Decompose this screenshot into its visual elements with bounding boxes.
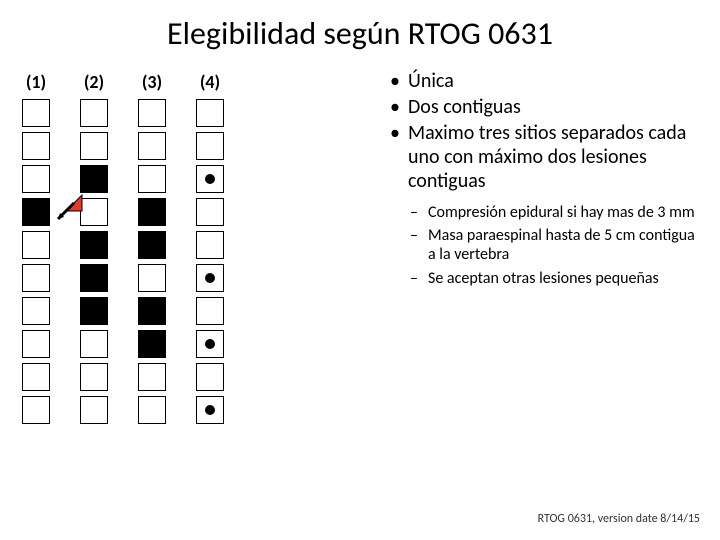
spine-cell (22, 264, 50, 292)
spine-cell (22, 297, 50, 325)
bullet-item: Única (384, 69, 700, 93)
spine-cell (80, 198, 108, 226)
spine-cell (138, 330, 166, 358)
spine-column: (4) (196, 71, 224, 429)
spine-cell (196, 132, 224, 160)
spine-cell (80, 165, 108, 193)
footer-text: RTOG 0631, version date 8/14/15 (538, 512, 700, 526)
spine-cell (138, 165, 166, 193)
spine-cell (80, 297, 108, 325)
spine-cell (80, 264, 108, 292)
page-title: Elegibilidad según RTOG 0631 (0, 0, 720, 63)
spine-cell (196, 231, 224, 259)
spine-cell (80, 330, 108, 358)
spine-cell (196, 165, 224, 193)
sub-bullet-item: Compresión epidural si hay mas de 3 mm (384, 203, 700, 222)
spine-cell (22, 132, 50, 160)
spine-cell (138, 99, 166, 127)
spine-cell (138, 363, 166, 391)
spine-column: (3) (138, 71, 166, 429)
spine-cell (138, 396, 166, 424)
spine-cell (138, 231, 166, 259)
column-label: (4) (200, 71, 220, 93)
spine-cell (22, 165, 50, 193)
spine-cell (80, 363, 108, 391)
spine-cell (22, 231, 50, 259)
spine-cell (138, 198, 166, 226)
spine-cell (80, 99, 108, 127)
text-area: Única Dos contiguas Maximo tres sitios s… (380, 63, 700, 429)
spine-column: (2) (80, 71, 108, 429)
spine-cell (196, 99, 224, 127)
spine-cell (196, 330, 224, 358)
spine-column: (1) (22, 71, 50, 429)
spine-cell (138, 297, 166, 325)
spine-cell (22, 198, 50, 226)
diagram-area: (1) (2) (3) (4) (20, 63, 380, 429)
column-label: (2) (84, 71, 104, 93)
content-row: (1) (2) (3) (4) Única Dos contiguas Maximo … (0, 63, 720, 429)
column-label: (3) (142, 71, 162, 93)
spine-cell (22, 363, 50, 391)
spine-cell (80, 396, 108, 424)
spine-cell (196, 297, 224, 325)
spine-cell (196, 198, 224, 226)
bullet-list: Única Dos contiguas Maximo tres sitios s… (384, 69, 700, 193)
spine-cell (22, 99, 50, 127)
spine-cell (196, 363, 224, 391)
spine-cell (22, 396, 50, 424)
spine-cell (196, 396, 224, 424)
spine-cell (80, 231, 108, 259)
sub-bullet-item: Masa paraespinal hasta de 5 cm contigua … (384, 226, 700, 264)
bullet-item: Dos contiguas (384, 95, 700, 119)
bullet-item: Maximo tres sitios separados cada uno co… (384, 121, 700, 193)
sub-bullet-list: Compresión epidural si hay mas de 3 mm M… (384, 203, 700, 288)
sub-bullet-item: Se aceptan otras lesiones pequeñas (384, 269, 700, 288)
spine-cell (196, 264, 224, 292)
column-label: (1) (26, 71, 46, 93)
spine-cell (138, 264, 166, 292)
spine-cell (22, 330, 50, 358)
spine-cell (138, 132, 166, 160)
spine-cell (80, 132, 108, 160)
